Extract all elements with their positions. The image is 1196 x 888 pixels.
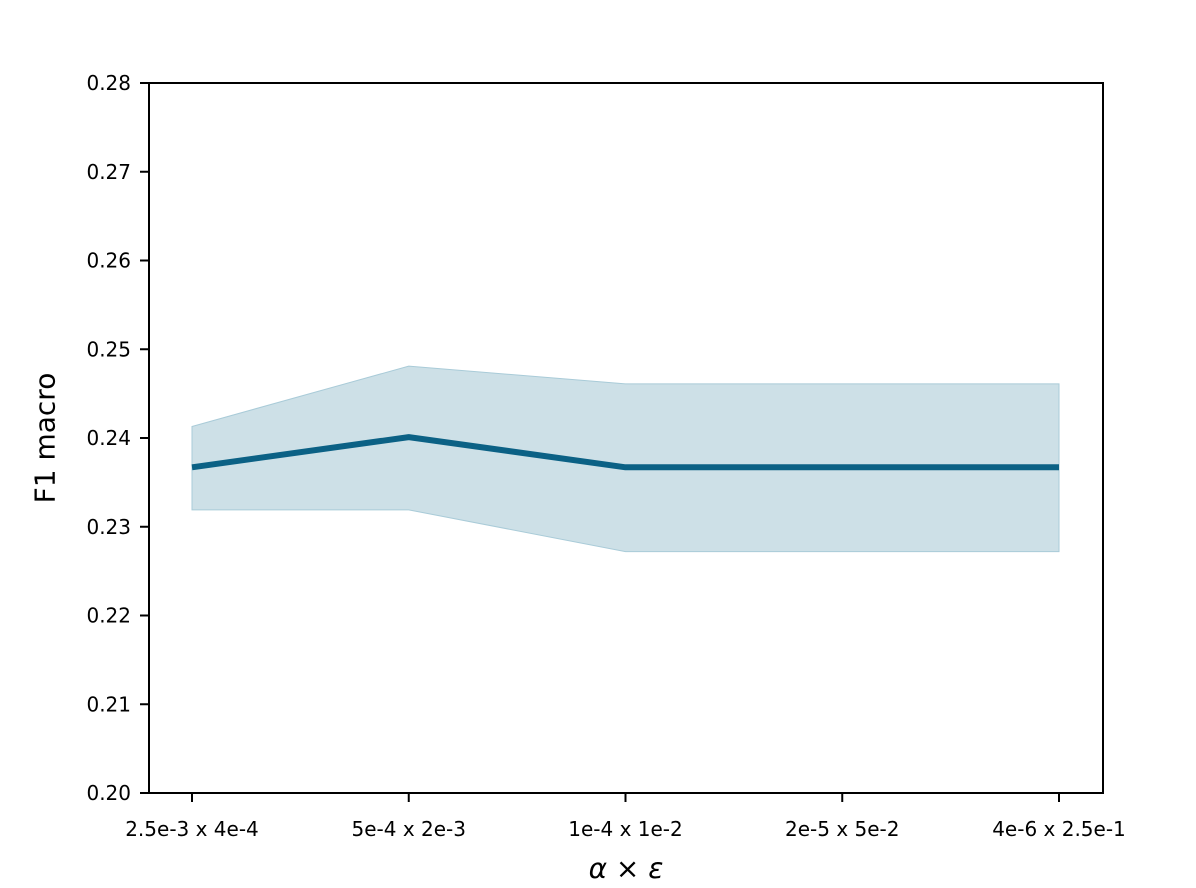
- y-tick-label: 0.20: [86, 781, 131, 805]
- x-tick-label: 1e-4 x 1e-2: [568, 817, 683, 841]
- y-axis-label: F1 macro: [29, 373, 62, 504]
- x-tick-label: 2.5e-3 x 4e-4: [125, 817, 259, 841]
- y-tick-label: 0.22: [86, 604, 131, 628]
- x-axis-ticks: 2.5e-3 x 4e-4 5e-4 x 2e-3 1e-4 x 1e-2 2e-5 …: [125, 793, 1126, 841]
- y-tick-label: 0.21: [86, 692, 131, 716]
- y-tick-label: 0.23: [86, 515, 131, 539]
- y-tick-label: 0.24: [86, 426, 131, 450]
- y-tick-label: 0.27: [86, 160, 131, 184]
- x-tick-label: 5e-4 x 2e-3: [352, 817, 467, 841]
- y-tick-label: 0.28: [86, 71, 131, 95]
- series-line-0: [191, 434, 1059, 471]
- y-tick-label: 0.26: [86, 249, 131, 273]
- y-tick-label: 0.25: [86, 337, 131, 361]
- x-axis-label: α × ε: [589, 852, 664, 885]
- y-axis-ticks: 0.20 0.21 0.22 0.23 0.24 0.25 0.26 0.27 0.28: [86, 71, 149, 805]
- series-line-layer: [191, 434, 1059, 471]
- confidence-band-layer: [191, 365, 1060, 553]
- x-tick-label: 2e-5 x 5e-2: [785, 817, 900, 841]
- x-tick-label: 4e-6 x 2.5e-1: [992, 817, 1126, 841]
- confidence-band-0: [191, 365, 1060, 553]
